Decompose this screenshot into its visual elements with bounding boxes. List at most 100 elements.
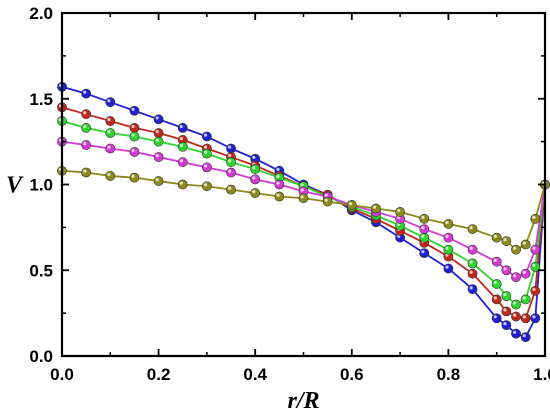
data-point-highlight bbox=[107, 118, 111, 122]
y-axis-title: V bbox=[6, 173, 24, 199]
series-0 bbox=[57, 81, 550, 343]
data-point-highlight bbox=[445, 234, 449, 238]
data-point bbox=[467, 268, 478, 279]
data-point-highlight bbox=[300, 195, 304, 199]
data-point-highlight bbox=[228, 145, 232, 149]
data-point-highlight bbox=[445, 220, 449, 225]
data-point bbox=[491, 294, 502, 305]
data-point bbox=[443, 244, 454, 255]
data-point bbox=[153, 114, 164, 125]
series-line bbox=[61, 140, 546, 279]
data-point-highlight bbox=[522, 241, 526, 245]
data-point bbox=[501, 236, 512, 246]
data-point bbox=[501, 291, 512, 301]
data-point-highlight bbox=[203, 133, 208, 137]
data-point-highlight bbox=[522, 334, 526, 338]
data-point bbox=[274, 191, 285, 202]
data-point bbox=[153, 176, 164, 186]
data-point bbox=[201, 131, 212, 142]
data-point-highlight bbox=[107, 130, 111, 134]
data-point-highlight bbox=[203, 164, 208, 168]
data-point-highlight bbox=[228, 169, 232, 173]
data-point bbox=[298, 193, 309, 204]
data-point bbox=[530, 285, 541, 296]
x-tick-label: 0.6 bbox=[340, 365, 364, 384]
data-point-highlight bbox=[469, 270, 473, 274]
data-point bbox=[153, 136, 164, 147]
data-point bbox=[201, 148, 212, 159]
data-point bbox=[153, 128, 164, 138]
x-tick-label: 1.0 bbox=[533, 365, 550, 384]
data-point-highlight bbox=[469, 246, 473, 250]
data-point bbox=[511, 244, 521, 255]
data-point bbox=[346, 200, 357, 210]
data-point bbox=[491, 232, 502, 243]
data-point bbox=[520, 268, 531, 279]
data-point bbox=[322, 196, 333, 207]
data-point bbox=[129, 105, 140, 116]
data-point bbox=[511, 328, 521, 339]
y-tick-label: 1.5 bbox=[29, 90, 53, 109]
data-point bbox=[467, 284, 478, 295]
data-point bbox=[177, 141, 188, 152]
data-point-highlight bbox=[445, 265, 449, 269]
data-point bbox=[371, 203, 381, 214]
data-point bbox=[520, 332, 531, 343]
data-point-highlight bbox=[493, 315, 497, 319]
data-point-highlight bbox=[372, 205, 377, 209]
data-point-highlight bbox=[493, 234, 497, 238]
data-point bbox=[105, 143, 116, 154]
data-point bbox=[501, 265, 512, 276]
y-tick-label: 0.0 bbox=[29, 347, 53, 366]
data-point-highlight bbox=[276, 193, 280, 197]
data-point-highlight bbox=[348, 202, 352, 206]
data-point bbox=[129, 147, 140, 157]
data-point bbox=[467, 244, 478, 255]
data-point-highlight bbox=[155, 138, 159, 142]
data-point bbox=[129, 131, 140, 142]
data-point-highlight bbox=[300, 183, 304, 187]
data-point-highlight bbox=[503, 308, 507, 312]
x-tick-label: 0.8 bbox=[437, 365, 461, 384]
data-point-highlight bbox=[513, 313, 517, 317]
data-point-highlight bbox=[522, 315, 526, 319]
data-point bbox=[81, 123, 92, 133]
data-point bbox=[250, 174, 261, 185]
data-point-highlight bbox=[532, 215, 536, 219]
data-point-highlight bbox=[421, 215, 425, 219]
data-point-highlight bbox=[252, 190, 256, 194]
data-point-highlight bbox=[203, 183, 208, 187]
data-point bbox=[226, 143, 236, 154]
data-point bbox=[419, 232, 430, 243]
data-point bbox=[201, 162, 212, 173]
data-point-highlight bbox=[228, 186, 232, 190]
data-point bbox=[530, 244, 541, 255]
data-point-highlight bbox=[131, 148, 135, 153]
data-point-highlight bbox=[203, 150, 208, 154]
data-point-highlight bbox=[107, 99, 111, 103]
data-point bbox=[226, 167, 236, 178]
x-tick-label: 0.2 bbox=[147, 365, 171, 384]
data-point bbox=[105, 97, 116, 108]
data-point bbox=[511, 311, 521, 322]
data-point-highlight bbox=[179, 159, 183, 163]
data-point-highlight bbox=[203, 145, 208, 149]
data-point bbox=[520, 239, 531, 250]
data-point bbox=[501, 306, 512, 317]
data-point bbox=[250, 164, 261, 174]
data-point-highlight bbox=[324, 193, 328, 197]
data-point-highlight bbox=[493, 296, 497, 300]
data-point bbox=[81, 109, 92, 120]
x-axis-title: r/R bbox=[287, 388, 319, 414]
data-point bbox=[511, 272, 521, 283]
data-point bbox=[419, 224, 430, 234]
data-point-highlight bbox=[179, 181, 183, 185]
data-point-highlight bbox=[83, 142, 87, 146]
data-point bbox=[81, 140, 92, 150]
data-point bbox=[419, 248, 430, 258]
data-point bbox=[443, 219, 454, 229]
x-tick-label: 0.0 bbox=[50, 365, 74, 384]
data-point-highlight bbox=[131, 107, 135, 111]
y-tick-label: 0.5 bbox=[29, 261, 53, 280]
data-point bbox=[467, 224, 478, 234]
